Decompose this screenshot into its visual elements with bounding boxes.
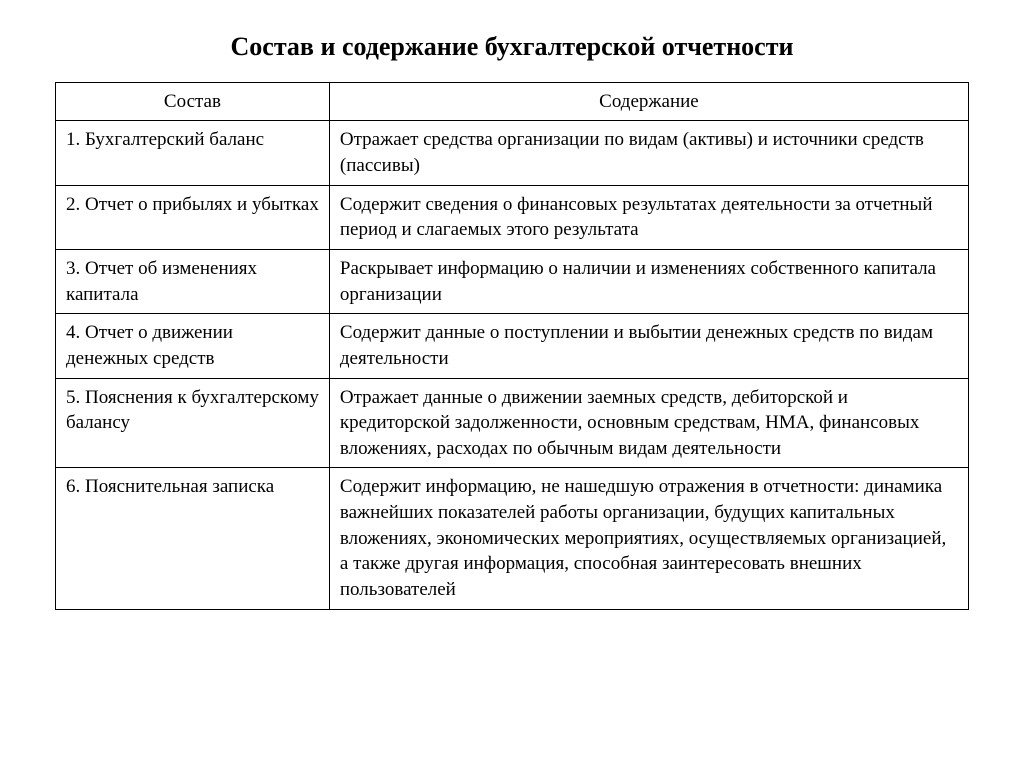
cell-composition: 5. Пояснения к бухгалтерскому балансу: [56, 378, 330, 468]
header-col-1: Содержание: [329, 82, 968, 121]
content-table: Состав Содержание 1. Бухгалтерский балан…: [55, 82, 969, 610]
cell-content: Отражает данные о движении заемных средс…: [329, 378, 968, 468]
table-row: 1. Бухгалтерский баланс Отражает средств…: [56, 121, 969, 185]
table-row: 2. Отчет о прибылях и убытках Содержит с…: [56, 185, 969, 249]
header-col-0: Состав: [56, 82, 330, 121]
cell-composition: 3. Отчет об изменениях капитала: [56, 250, 330, 314]
table-row: 3. Отчет об изменениях капитала Раскрыва…: [56, 250, 969, 314]
cell-composition: 1. Бухгалтерский баланс: [56, 121, 330, 185]
table-row: 6. Пояснительная записка Содержит информ…: [56, 468, 969, 609]
page-title: Состав и содержание бухгалтерской отчетн…: [55, 30, 969, 64]
cell-content: Отражает средства организации по видам (…: [329, 121, 968, 185]
cell-composition: 4. Отчет о движении денежных средств: [56, 314, 330, 378]
cell-content: Содержит данные о поступлении и выбытии …: [329, 314, 968, 378]
table-header-row: Состав Содержание: [56, 82, 969, 121]
cell-content: Содержит сведения о финансовых результат…: [329, 185, 968, 249]
table-row: 5. Пояснения к бухгалтерскому балансу От…: [56, 378, 969, 468]
cell-content: Раскрывает информацию о наличии и измене…: [329, 250, 968, 314]
cell-composition: 2. Отчет о прибылях и убытках: [56, 185, 330, 249]
table-row: 4. Отчет о движении денежных средств Сод…: [56, 314, 969, 378]
cell-content: Содержит информацию, не нашедшую отражен…: [329, 468, 968, 609]
cell-composition: 6. Пояснительная записка: [56, 468, 330, 609]
